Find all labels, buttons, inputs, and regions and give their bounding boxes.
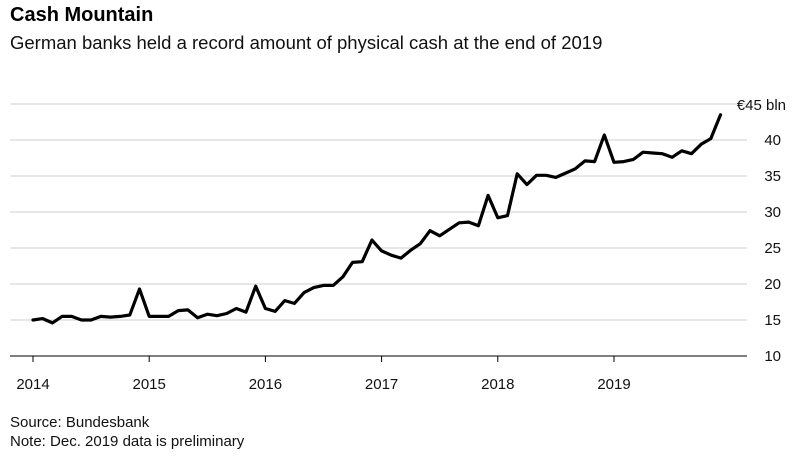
chart-notes: Source: Bundesbank Note: Dec. 2019 data …	[10, 413, 244, 451]
y-tick-label: 15	[764, 312, 781, 329]
x-tick-label: 2018	[481, 376, 514, 393]
series-line	[31, 113, 723, 325]
end-value-label: €45 bln	[737, 97, 786, 114]
x-tick-label: 2017	[365, 376, 398, 393]
x-tick-label: 2014	[16, 376, 49, 393]
y-tick-label: 30	[764, 204, 781, 221]
y-tick-label: 10	[764, 348, 781, 365]
y-tick-label: 25	[764, 240, 781, 257]
y-tick-label: 35	[764, 168, 781, 185]
chart-subtitle: German banks held a record amount of phy…	[10, 32, 603, 53]
chart-title: Cash Mountain	[10, 4, 154, 26]
preliminary-note: Note: Dec. 2019 data is preliminary	[10, 433, 245, 450]
y-tick-label: 40	[764, 132, 781, 149]
x-tick-label: 2019	[597, 376, 630, 393]
y-tick-label: 20	[764, 276, 781, 293]
x-tick-label: 2016	[249, 376, 282, 393]
source-note: Source: Bundesbank	[10, 414, 150, 431]
x-tick-label: 2015	[133, 376, 166, 393]
